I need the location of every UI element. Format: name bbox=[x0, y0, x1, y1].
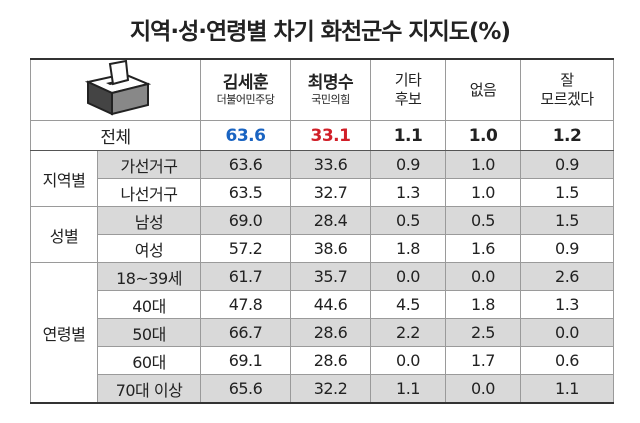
cell-value: 0.5 bbox=[370, 206, 446, 235]
data-row: 40대 47.8 44.6 4.5 1.8 1.3 bbox=[31, 290, 614, 319]
option-header-line: 기타 bbox=[394, 71, 422, 89]
group-label: 지역별 bbox=[30, 150, 98, 207]
total-value: 33.1 bbox=[290, 120, 371, 151]
cell-value: 61.7 bbox=[200, 262, 291, 291]
data-row: 지역별 가선거구 63.6 33.6 0.9 1.0 0.9 bbox=[30, 150, 614, 207]
data-row: 연령별 18~39세 61.7 35.7 0.0 0.0 2.6 bbox=[30, 262, 614, 404]
cell-value: 0.9 bbox=[520, 234, 614, 263]
option-header-line: 없음 bbox=[469, 80, 497, 99]
candidate-party: 국민의힘 bbox=[311, 93, 350, 106]
cell-value: 1.5 bbox=[520, 206, 614, 235]
cell-value: 1.7 bbox=[445, 346, 521, 375]
cell-value: 1.5 bbox=[520, 178, 614, 207]
cell-value: 1.8 bbox=[445, 290, 521, 319]
ballot-box-icon bbox=[84, 59, 151, 116]
cell-value: 0.0 bbox=[520, 318, 614, 347]
cell-value: 1.0 bbox=[445, 150, 521, 179]
cell-value: 2.5 bbox=[445, 318, 521, 347]
cell-value: 0.6 bbox=[520, 346, 614, 375]
data-row: 성별 남성 69.0 28.4 0.5 0.5 1.5 bbox=[30, 206, 614, 263]
cell-value: 32.2 bbox=[290, 374, 371, 404]
cell-value: 1.6 bbox=[445, 234, 521, 263]
total-value: 1.0 bbox=[445, 120, 521, 151]
cell-value: 0.9 bbox=[520, 150, 614, 179]
cell-value: 44.6 bbox=[290, 290, 371, 319]
row-label: 가선거구 bbox=[97, 150, 201, 179]
cell-value: 1.3 bbox=[370, 178, 446, 207]
cell-value: 4.5 bbox=[370, 290, 446, 319]
cell-value: 2.6 bbox=[520, 262, 614, 291]
total-value: 1.1 bbox=[370, 120, 446, 151]
cell-value: 2.2 bbox=[370, 318, 446, 347]
cell-value: 1.1 bbox=[370, 374, 446, 404]
cell-value: 47.8 bbox=[200, 290, 291, 319]
data-row: 70대 이상 65.6 32.2 1.1 0.0 1.1 bbox=[31, 374, 614, 404]
row-label: 50대 bbox=[97, 318, 201, 347]
option-header-line: 모르겠다 bbox=[540, 90, 594, 108]
table-body: 김세훈 더불어민주당 최명수 국민의힘 기타 후보 없음 잘 모르겠다 전체 63.6 33.1 1.… bbox=[30, 58, 614, 404]
row-label: 40대 bbox=[97, 290, 201, 319]
option-header: 잘 모르겠다 bbox=[520, 58, 614, 121]
cell-value: 0.0 bbox=[370, 262, 446, 291]
group-label: 성별 bbox=[30, 206, 98, 263]
candidate-name: 김세훈 bbox=[222, 73, 269, 93]
total-value: 63.6 bbox=[200, 120, 291, 151]
cell-value: 0.0 bbox=[445, 374, 521, 404]
cell-value: 28.6 bbox=[290, 318, 371, 347]
cell-value: 0.0 bbox=[445, 262, 521, 291]
cell-value: 35.7 bbox=[290, 262, 371, 291]
row-label: 남성 bbox=[97, 206, 201, 235]
data-row: 나선거구 63.5 32.7 1.3 1.0 1.5 bbox=[31, 178, 614, 207]
cell-value: 66.7 bbox=[200, 318, 291, 347]
cell-value: 38.6 bbox=[290, 234, 371, 263]
header-row: 김세훈 더불어민주당 최명수 국민의힘 기타 후보 없음 잘 모르겠다 bbox=[30, 58, 614, 121]
group-label: 연령별 bbox=[30, 262, 98, 404]
data-row: 여성 57.2 38.6 1.8 1.6 0.9 bbox=[31, 234, 614, 263]
candidate-header: 최명수 국민의힘 bbox=[290, 58, 371, 121]
candidate-party: 더불어민주당 bbox=[216, 93, 275, 106]
cell-value: 65.6 bbox=[200, 374, 291, 404]
row-label: 여성 bbox=[97, 234, 201, 263]
option-header-line: 잘 bbox=[560, 71, 574, 89]
cell-value: 0.9 bbox=[370, 150, 446, 179]
cell-value: 57.2 bbox=[200, 234, 291, 263]
poll-table: 김세훈 더불어민주당 최명수 국민의힘 기타 후보 없음 잘 모르겠다 전체 63.6 33.1 1.… bbox=[30, 58, 614, 404]
cell-value: 28.6 bbox=[290, 346, 371, 375]
option-header: 없음 bbox=[445, 58, 521, 121]
data-row: 50대 66.7 28.6 2.2 2.5 0.0 bbox=[31, 318, 614, 347]
total-label: 전체 bbox=[30, 120, 201, 151]
cell-value: 1.3 bbox=[520, 290, 614, 319]
row-label: 70대 이상 bbox=[97, 374, 201, 404]
title: 지역·성·연령별 차기 화천군수 지지도(%) bbox=[130, 19, 511, 45]
cell-value: 28.4 bbox=[290, 206, 371, 235]
cell-value: 1.1 bbox=[520, 374, 614, 404]
candidate-header: 김세훈 더불어민주당 bbox=[200, 58, 291, 121]
cell-value: 32.7 bbox=[290, 178, 371, 207]
cell-value: 69.0 bbox=[200, 206, 291, 235]
cell-value: 63.5 bbox=[200, 178, 291, 207]
total-value: 1.2 bbox=[520, 120, 614, 151]
candidate-name: 최명수 bbox=[307, 73, 354, 93]
cell-value: 33.6 bbox=[290, 150, 371, 179]
cell-value: 0.5 bbox=[445, 206, 521, 235]
cell-value: 1.8 bbox=[370, 234, 446, 263]
row-label: 나선거구 bbox=[97, 178, 201, 207]
cell-value: 0.0 bbox=[370, 346, 446, 375]
total-row: 전체 63.6 33.1 1.1 1.0 1.2 bbox=[30, 120, 614, 151]
cell-value: 69.1 bbox=[200, 346, 291, 375]
option-header-line: 후보 bbox=[394, 90, 422, 108]
cell-value: 1.0 bbox=[445, 178, 521, 207]
row-label: 60대 bbox=[97, 346, 201, 375]
data-row: 60대 69.1 28.6 0.0 1.7 0.6 bbox=[31, 346, 614, 375]
ballot-icon-cell bbox=[30, 58, 201, 121]
cell-value: 63.6 bbox=[200, 150, 291, 179]
option-header: 기타 후보 bbox=[370, 58, 446, 121]
row-label: 18~39세 bbox=[97, 262, 201, 291]
